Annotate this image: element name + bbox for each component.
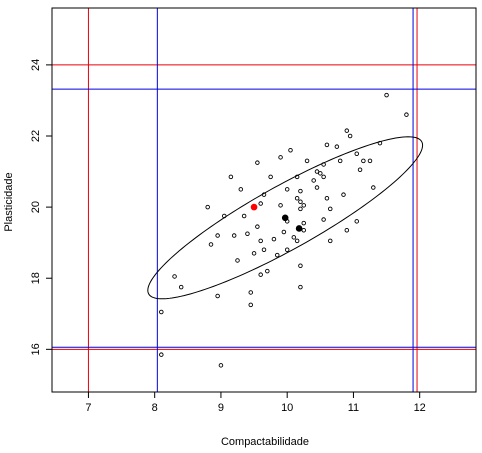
data-point-29 (271, 236, 277, 242)
data-point-75 (384, 92, 389, 98)
data-point-52 (314, 169, 320, 174)
data-point-44 (298, 206, 303, 212)
data-point-10 (221, 213, 227, 219)
data-point-13 (235, 258, 240, 263)
data-point-33 (281, 229, 287, 235)
data-point-59 (324, 195, 330, 201)
data-point-47 (301, 203, 307, 208)
x-tick-label-7: 7 (85, 402, 91, 414)
data-point-40 (294, 195, 300, 201)
data-point-21 (255, 160, 260, 165)
highlight-point-1 (250, 203, 258, 211)
data-point-49 (301, 227, 307, 233)
data-point-27 (265, 268, 270, 274)
data-point-1 (159, 309, 164, 315)
data-point-69 (354, 219, 360, 224)
data-point-3 (172, 274, 177, 279)
x-tick-label-8: 8 (152, 402, 158, 414)
data-point-38 (291, 235, 297, 240)
plot-layer (51, 7, 477, 393)
data-point-34 (284, 187, 290, 192)
data-point-46 (298, 284, 303, 290)
x-tick-label-11: 11 (348, 402, 359, 414)
data-point-9 (218, 363, 224, 368)
data-point-8 (215, 233, 220, 238)
data-point-23 (258, 201, 263, 206)
data-point-4 (178, 284, 184, 290)
y-tick-label-24: 24 (30, 59, 42, 71)
plot-frame (51, 7, 477, 393)
data-point-18 (248, 290, 253, 295)
data-point-63 (337, 158, 343, 164)
data-point-5 (205, 204, 210, 210)
y-tick-label-20: 20 (30, 201, 42, 213)
axis-ticks: 7 8 9 10 11 12 16 18 20 22 24 (30, 59, 426, 414)
y-axis-label: Plasticidade (3, 172, 15, 231)
data-point-14 (238, 187, 244, 192)
data-point-61 (328, 238, 333, 244)
plot-inner (52, 8, 476, 392)
data-point-42 (298, 188, 303, 194)
data-point-7 (215, 293, 220, 299)
data-point-17 (248, 302, 253, 308)
data-point-11 (228, 174, 234, 180)
data-point-60 (328, 206, 333, 212)
data-point-19 (251, 251, 257, 256)
x-tick-label-12: 12 (414, 402, 426, 414)
data-point-74 (377, 140, 383, 146)
data-point-50 (304, 158, 310, 164)
data-point-25 (261, 192, 267, 197)
data-point-39 (294, 174, 300, 180)
data-point-32 (278, 203, 283, 208)
data-point-55 (321, 162, 326, 167)
data-point-71 (361, 158, 366, 164)
data-point-67 (347, 133, 353, 139)
data-point-30 (275, 252, 280, 258)
data-point-48 (301, 220, 307, 226)
data-point-22 (258, 272, 263, 277)
data-point-56 (321, 174, 326, 180)
data-point-51 (311, 178, 316, 183)
data-point-53 (314, 185, 320, 190)
data-point-24 (258, 238, 263, 244)
data-point-65 (344, 128, 350, 133)
data-point-68 (354, 151, 360, 157)
data-point-15 (241, 213, 247, 219)
data-point-31 (278, 155, 283, 160)
highlight-point-2 (281, 214, 289, 222)
data-point-66 (344, 227, 350, 233)
y-tick-label-16: 16 (30, 343, 42, 355)
data-point-62 (334, 144, 340, 149)
data-point-73 (371, 185, 376, 190)
data-point-28 (268, 174, 273, 180)
data-point-26 (261, 247, 267, 253)
data-point-12 (231, 233, 237, 238)
data-point-58 (324, 142, 330, 148)
data-point-20 (255, 224, 260, 229)
y-tick-label-18: 18 (30, 272, 42, 284)
data-point-54 (318, 171, 323, 176)
data-point-76 (404, 112, 409, 117)
x-tick-label-10: 10 (281, 402, 293, 414)
x-tick-label-9: 9 (218, 402, 224, 414)
data-point-45 (298, 263, 303, 269)
data-point-64 (341, 192, 346, 197)
data-point-16 (245, 231, 250, 237)
data-point-36 (284, 247, 290, 253)
data-point-57 (321, 217, 326, 222)
data-point-43 (298, 199, 303, 205)
x-axis-label: Compactabilidade (221, 436, 309, 448)
y-tick-label-22: 22 (30, 130, 42, 142)
data-point-37 (288, 147, 293, 153)
data-point-41 (294, 238, 300, 244)
data-point-70 (357, 167, 363, 173)
data-point-72 (367, 158, 373, 164)
highlight-point-3 (295, 225, 303, 232)
data-point-6 (208, 242, 214, 247)
data-point-2 (159, 352, 164, 357)
